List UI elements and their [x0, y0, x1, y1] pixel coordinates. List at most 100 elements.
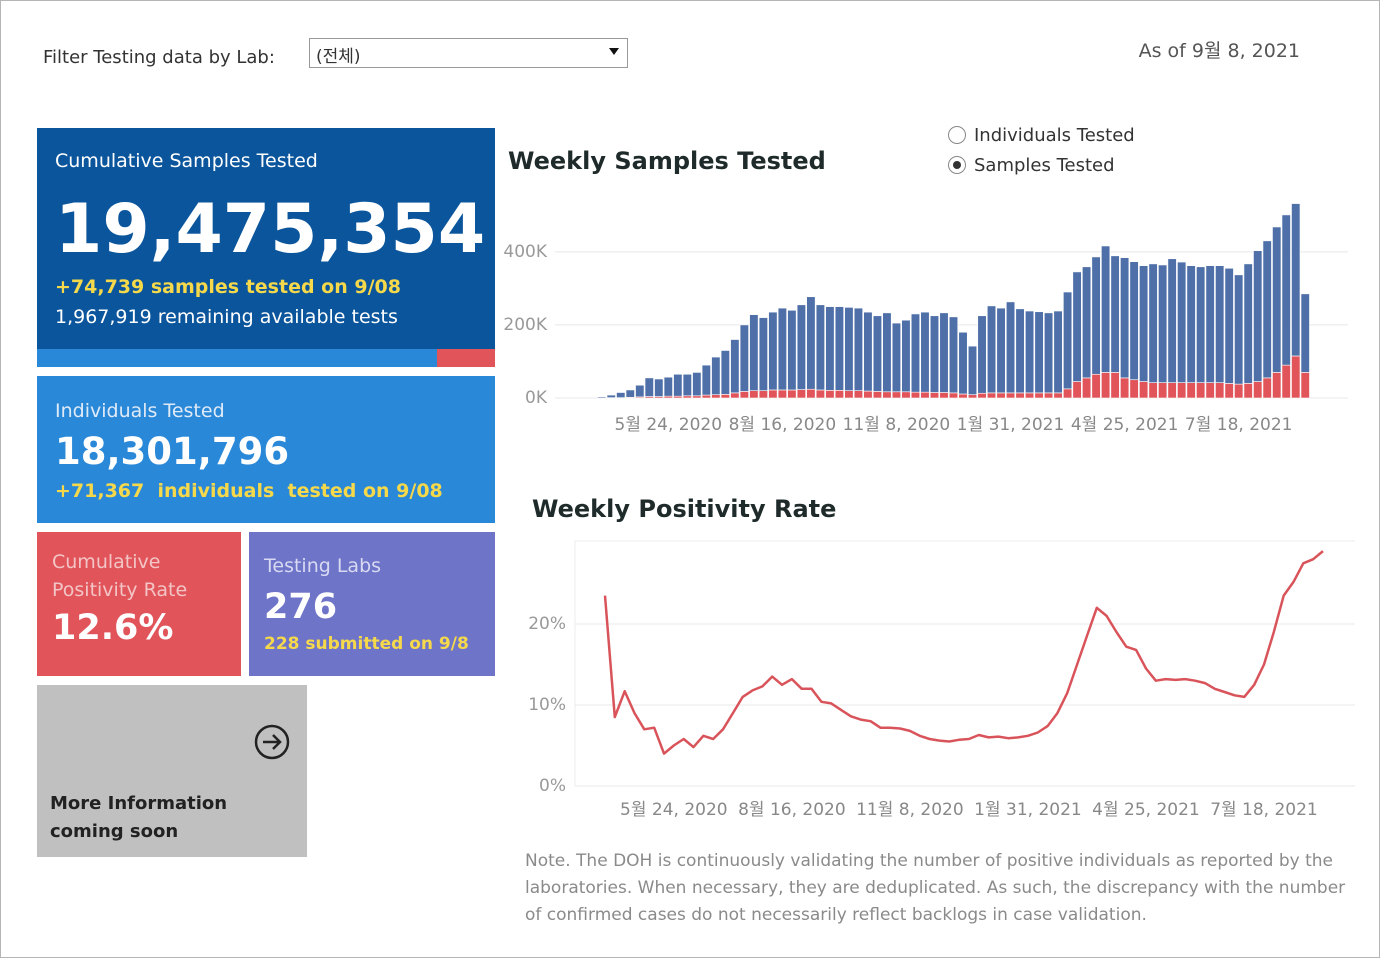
- toggle-label[interactable]: Samples Tested: [974, 155, 1115, 176]
- bar-segment: [1215, 382, 1225, 399]
- card-title: Testing Labs: [264, 555, 382, 577]
- bar-segment: [1139, 381, 1149, 399]
- bar-segment: [1196, 382, 1206, 399]
- more-info-card: More Information coming soon: [37, 685, 307, 857]
- bar-segment: [1224, 383, 1234, 399]
- bar-segment: [1082, 266, 1092, 379]
- bar-segment: [682, 373, 692, 397]
- x-tick-label: 8월 16, 2020: [738, 800, 846, 820]
- bar-segment: [1291, 355, 1301, 399]
- y-tick-label: 20%: [528, 614, 566, 634]
- bar-segment: [720, 350, 730, 395]
- bar-segment: [967, 345, 978, 396]
- bar-segment: [758, 390, 768, 399]
- bar-segment: [644, 377, 654, 397]
- toggle-option[interactable]: Individuals Tested: [948, 125, 1135, 146]
- bar-segment: [967, 394, 978, 399]
- bar-segment: [891, 322, 902, 393]
- x-tick-label: 4월 25, 2021: [1092, 800, 1200, 820]
- bar-segment: [758, 317, 768, 391]
- bar-segment: [730, 392, 740, 399]
- dropdown-arrow[interactable]: [609, 48, 619, 55]
- bar-segment: [1129, 379, 1139, 399]
- bar-segment: [787, 389, 797, 399]
- note: Note. The DOH is continuously validating…: [525, 851, 1346, 925]
- bar-segment: [834, 390, 844, 399]
- bar-segment: [1186, 382, 1196, 399]
- arrow-icon[interactable]: [263, 734, 282, 750]
- radio[interactable]: [948, 156, 966, 174]
- bar-segment: [1053, 392, 1063, 399]
- bar-segment: [692, 395, 702, 399]
- bar-segment: [768, 389, 778, 399]
- bar-segment: [939, 312, 949, 393]
- bar-segment: [948, 316, 959, 394]
- bar-segment: [1063, 291, 1073, 390]
- bar-segment: [996, 307, 1006, 394]
- radio-dot[interactable]: [952, 160, 961, 169]
- bar-segment: [872, 315, 883, 392]
- bar-segment: [1053, 310, 1063, 394]
- bar-segment: [1234, 383, 1244, 399]
- bar-segment: [1281, 364, 1291, 399]
- y-tick-label: 10%: [528, 695, 566, 715]
- bar-segment: [929, 392, 940, 399]
- bar-segment: [977, 315, 987, 394]
- y-tick-label: 0K: [525, 388, 548, 408]
- bar-segment: [1025, 392, 1035, 399]
- bar-segment: [891, 391, 902, 399]
- bar-segment: [682, 395, 692, 399]
- bar-segment: [1186, 265, 1196, 383]
- bar-segment: [929, 315, 940, 393]
- bar-segment: [1205, 382, 1215, 399]
- bar-segment: [635, 384, 645, 398]
- bar-segment: [844, 390, 854, 399]
- bar-segment: [806, 388, 816, 399]
- bar-segment: [853, 307, 863, 391]
- toggle-option[interactable]: Samples Tested: [948, 155, 1115, 176]
- card-value: 18,301,796: [55, 430, 290, 473]
- progress-bar: [37, 349, 495, 367]
- bar-segment: [654, 378, 664, 397]
- bar-segment: [1101, 372, 1111, 399]
- bar-segment: [1110, 372, 1120, 399]
- bar-segment: [1205, 265, 1215, 383]
- bar-segment: [834, 306, 844, 391]
- as-of-date: As of 9월 8, 2021: [1138, 40, 1300, 62]
- bar-segment: [1253, 381, 1263, 399]
- bar-segment: [1120, 377, 1130, 399]
- bar-segment: [910, 313, 921, 393]
- bar-segment: [920, 391, 930, 399]
- lab-dropdown[interactable]: (전체): [309, 38, 628, 68]
- bar-segment: [701, 394, 711, 399]
- bar-segment: [1177, 382, 1187, 399]
- bar-segment: [996, 392, 1006, 399]
- bar-segment: [882, 312, 892, 393]
- bar-segment: [920, 311, 930, 393]
- x-tick-label: 4월 25, 2021: [1071, 415, 1179, 435]
- bar-segment: [901, 391, 911, 399]
- card-daily: +71,367 individuals tested on 9/08: [55, 480, 443, 502]
- arrow-circle[interactable]: [254, 724, 290, 760]
- toggle-label[interactable]: Individuals Tested: [974, 125, 1135, 146]
- bar-segment: [1101, 245, 1111, 373]
- bar-segment: [1243, 263, 1253, 384]
- bar-segment: [1167, 258, 1177, 383]
- radio[interactable]: [948, 126, 966, 144]
- x-tick-label: 7월 18, 2021: [1185, 415, 1293, 435]
- bar-segment: [863, 390, 873, 399]
- bar-segment: [711, 356, 721, 396]
- dropdown-value[interactable]: (전체): [316, 47, 361, 67]
- bar-segment: [730, 339, 740, 394]
- arrow-button[interactable]: [253, 723, 291, 761]
- bar-segment: [1281, 214, 1291, 366]
- bar-segment: [1034, 311, 1044, 394]
- card-value: 12.6%: [52, 608, 174, 648]
- bar-segment: [977, 392, 987, 399]
- bar-segment: [1158, 382, 1168, 399]
- bar-segment: [1272, 372, 1282, 399]
- bar-segment: [739, 391, 749, 399]
- x-tick-label: 11월 8, 2020: [843, 415, 951, 435]
- bar-segment: [958, 331, 968, 395]
